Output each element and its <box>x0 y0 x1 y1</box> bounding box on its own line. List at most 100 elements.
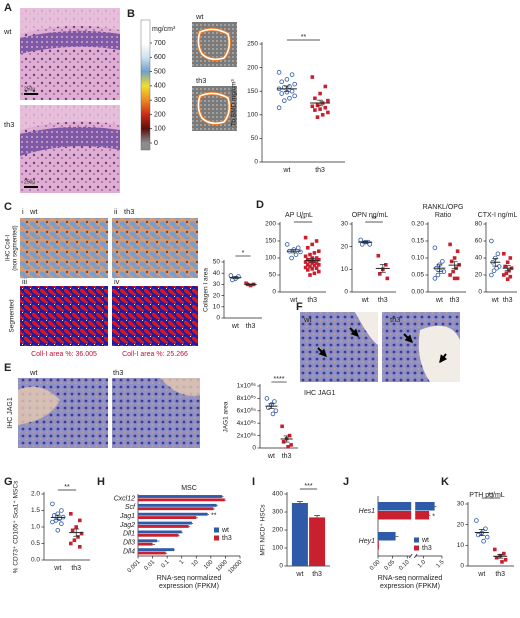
data-point <box>502 551 506 556</box>
data-point <box>308 252 312 257</box>
y-tick-label: 0 <box>252 445 256 452</box>
y-tick-label: 250 <box>247 41 258 48</box>
category-label: Dll1 <box>123 531 135 538</box>
y-tick-label: 4x10⁰⁵ <box>237 419 257 427</box>
label-th3: th3 <box>124 207 134 216</box>
data-point <box>481 538 486 544</box>
data-point <box>312 263 317 268</box>
label-th3: th3 <box>196 76 206 85</box>
y-tick-label: 20 <box>457 521 465 528</box>
significance: ** <box>300 216 306 223</box>
legend-swatch <box>414 537 419 543</box>
panel-letter: B <box>127 8 135 20</box>
label-wt: wt <box>29 368 38 377</box>
colorbar-tick-label: 700 <box>154 40 166 47</box>
x-tick-label: 10 <box>191 559 200 568</box>
area-caption: Coll-I area %: 25.266 <box>122 351 188 358</box>
data-point <box>76 535 80 539</box>
x-axis-label: RNA-seq normalized <box>378 575 443 582</box>
bar <box>291 503 308 566</box>
y-tick-label: 40 <box>475 255 483 262</box>
significance: ** <box>488 492 494 499</box>
colorbar-tick-label: 600 <box>154 54 166 61</box>
data-point <box>286 444 290 449</box>
y-tick-label: 8x10⁰⁵ <box>237 394 257 402</box>
y-tick-label: 400 <box>272 491 283 498</box>
tissue <box>355 312 378 345</box>
colorbar-tick-label: 300 <box>154 97 166 104</box>
segmented-image <box>20 286 108 346</box>
x-tick-label: wt <box>53 565 61 572</box>
data-point <box>449 259 454 264</box>
y-tick-label: 50 <box>269 272 277 279</box>
bar <box>138 503 217 507</box>
data-point <box>50 519 55 525</box>
cartilage <box>20 105 120 130</box>
data-point <box>448 242 452 247</box>
y-tick-label: 20 <box>213 292 221 299</box>
y-tick-label: 40 <box>213 270 221 277</box>
chart-title: Ratio <box>435 212 451 219</box>
y-tick-label: 30 <box>341 221 349 228</box>
colorbar-tick-label: 200 <box>154 111 166 118</box>
bar <box>138 533 179 537</box>
data-point <box>484 534 490 540</box>
axis-break-mark <box>408 553 413 559</box>
category-label: Hes1 <box>359 508 375 515</box>
panel-letter: E <box>4 362 11 374</box>
category-label: Hey1 <box>359 538 375 545</box>
growth-plate <box>20 126 120 156</box>
legend-label: wt <box>221 527 229 534</box>
significance: *** <box>304 483 312 490</box>
data-point <box>358 237 364 243</box>
data-point <box>505 260 510 265</box>
scale-label: 250µ <box>24 179 35 185</box>
bar <box>138 498 225 502</box>
data-point <box>272 399 277 404</box>
bar <box>378 541 379 550</box>
y-axis-label: Collagen I area <box>203 268 210 312</box>
category-label: Jag2 <box>119 522 135 529</box>
significance: ** <box>211 512 217 519</box>
data-point <box>315 103 320 108</box>
y-tick-label: 6x10⁰⁵ <box>237 407 257 415</box>
data-point <box>308 264 312 269</box>
x-tick-label: wt <box>282 167 290 174</box>
x-tick-label: th3 <box>282 453 292 460</box>
data-point <box>303 265 308 270</box>
sub-label: i <box>22 207 24 216</box>
ct-ring <box>197 28 231 61</box>
data-point <box>303 235 308 240</box>
y-tick-label: 1x10⁰⁶ <box>237 382 257 390</box>
data-point <box>326 110 330 115</box>
data-point <box>298 249 303 255</box>
significance: **** <box>274 376 285 383</box>
y-tick-label: 0 <box>216 315 220 322</box>
x-axis-label: expression (FPKM) <box>380 583 440 590</box>
panel-letter: H <box>97 476 105 488</box>
data-point <box>310 267 314 271</box>
x-tick-label: 1.0 <box>417 559 428 570</box>
data-point <box>455 249 460 253</box>
data-point <box>276 105 282 111</box>
x-tick-label: wt <box>295 571 303 578</box>
x-tick-label: th3 <box>307 297 317 304</box>
y-tick-label: 0.00 <box>411 289 424 296</box>
data-point <box>315 115 320 119</box>
arrow <box>317 347 327 357</box>
data-point <box>50 501 55 507</box>
data-point <box>317 269 321 274</box>
x-tick-label: wt <box>491 297 499 304</box>
x-tick-label: wt <box>289 297 297 304</box>
data-point <box>314 256 319 260</box>
bar <box>138 548 175 552</box>
panel-letter: A <box>4 2 12 14</box>
chart-title: RANKL/OPG <box>423 204 464 211</box>
y-tick-label: 0 <box>279 563 283 570</box>
y-tick-label: 0 <box>460 563 464 570</box>
bar <box>378 511 430 520</box>
data-point <box>248 283 253 288</box>
row-label: Segmented <box>9 299 16 333</box>
data-point <box>320 113 325 117</box>
